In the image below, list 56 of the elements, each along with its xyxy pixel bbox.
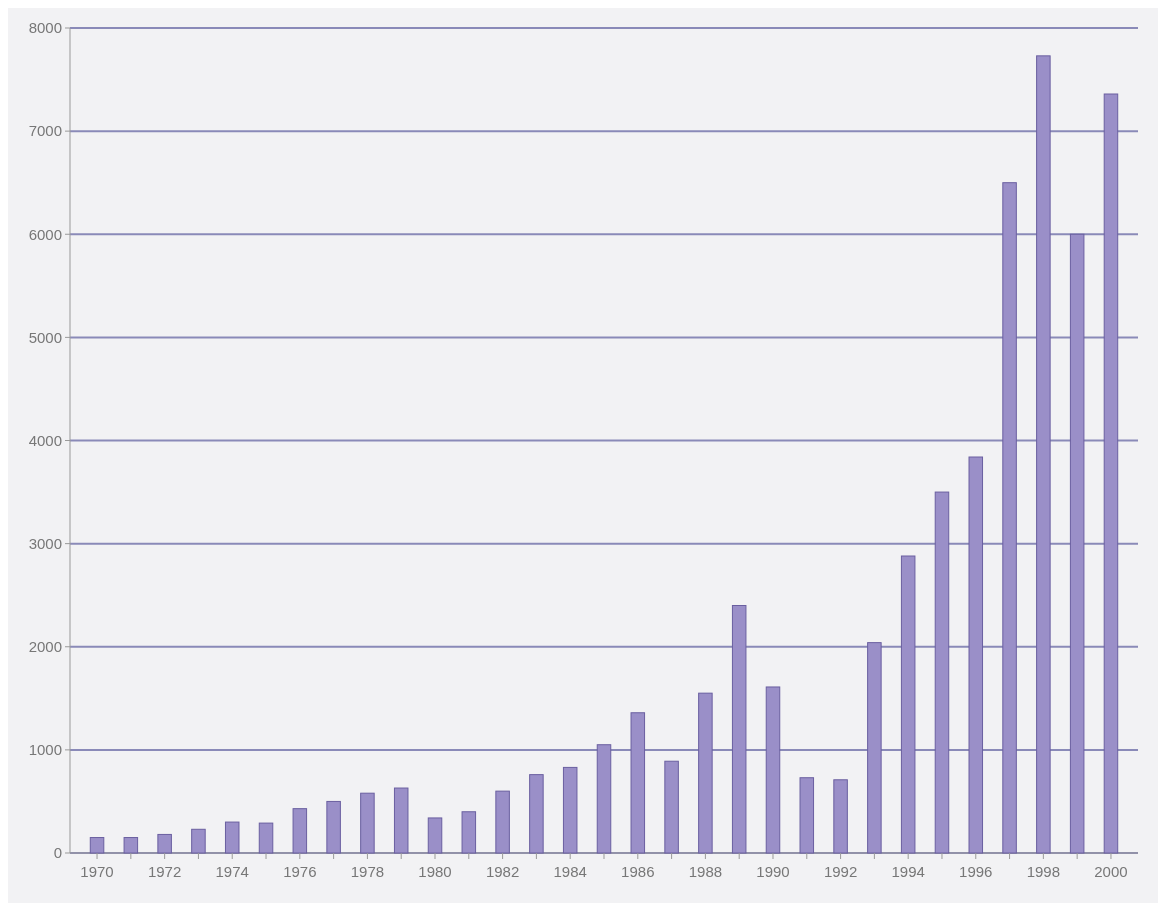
x-tick-label: 1998: [1026, 863, 1061, 880]
y-tick-label: 1000: [28, 741, 62, 759]
bar: [731, 605, 747, 854]
bar: [934, 491, 950, 854]
y-tick-label: 7000: [28, 122, 62, 140]
bar: [393, 787, 409, 854]
x-tick-label: 1972: [147, 863, 182, 880]
x-tick-label: 1990: [756, 863, 790, 880]
bar: [495, 790, 510, 854]
x-tick-label: 1996: [959, 863, 993, 880]
bar: [968, 456, 984, 854]
bar: [630, 712, 646, 854]
bar: [461, 811, 477, 854]
bar: [1036, 55, 1051, 854]
x-tick-label: 1978: [350, 863, 385, 880]
bar: [698, 692, 713, 854]
y-tick-label: 8000: [28, 19, 62, 37]
y-tick-label: 6000: [28, 225, 62, 243]
bar: [900, 555, 916, 854]
bar: [224, 821, 240, 854]
x-tick-label: 1974: [215, 863, 249, 880]
bar: [1002, 182, 1017, 854]
bar: [191, 828, 206, 854]
bar: [529, 774, 544, 854]
x-tick-label: 1982: [485, 863, 520, 880]
x-tick-label: 1986: [621, 863, 655, 880]
x-tick-label: 1988: [688, 863, 723, 880]
bar: [326, 800, 341, 854]
bar: [427, 817, 443, 854]
y-tick-label: 4000: [28, 431, 62, 449]
y-tick-label: 3000: [28, 534, 62, 552]
bar: [360, 792, 375, 854]
bar: [833, 779, 848, 854]
y-tick-label: 2000: [28, 638, 62, 655]
bar: [562, 766, 578, 854]
bar: [258, 822, 274, 854]
bar: [1103, 93, 1119, 854]
y-tick-label: 5000: [28, 328, 62, 346]
bar: [596, 744, 612, 854]
bar: [292, 808, 308, 854]
bar: [1069, 233, 1085, 854]
bar: [664, 760, 679, 854]
bar: [123, 837, 139, 854]
x-tick-label: 1980: [418, 863, 452, 880]
x-tick-label: 1994: [891, 863, 925, 880]
bar: [89, 837, 105, 854]
x-tick-label: 1970: [80, 863, 114, 880]
x-tick-label: 1976: [283, 863, 317, 880]
bar: [867, 642, 882, 854]
x-tick-label: 2000: [1094, 863, 1128, 880]
bar: [799, 777, 815, 854]
x-tick-label: 1984: [553, 863, 587, 880]
x-tick-label: 1992: [823, 863, 858, 880]
bar: [765, 686, 781, 854]
y-tick-label: 0: [53, 844, 62, 862]
bar: [157, 833, 172, 854]
